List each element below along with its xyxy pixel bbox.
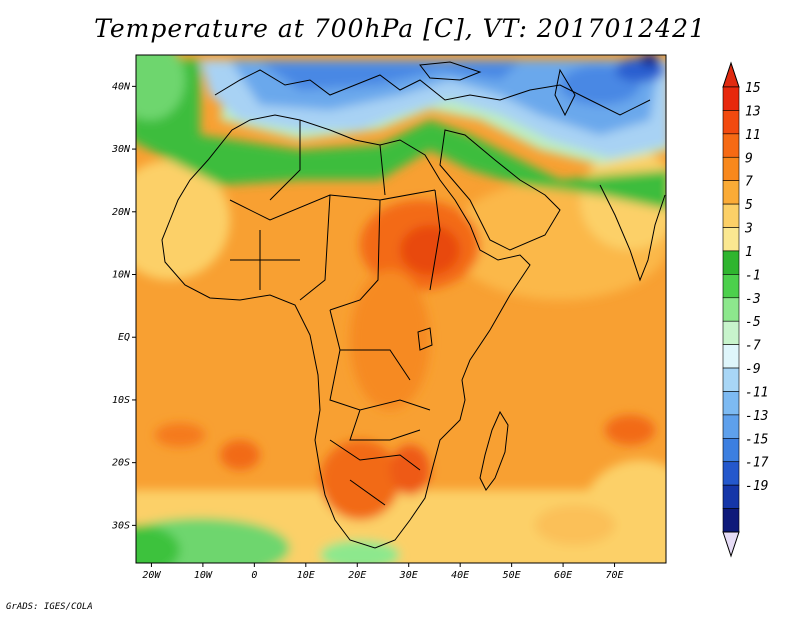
lat-tick-label: 10N xyxy=(112,270,131,281)
colorbar-swatch xyxy=(722,367,740,392)
lon-tick-label: 70E xyxy=(606,570,624,581)
colorbar-label: -19 xyxy=(745,479,768,494)
colorbar-label: -9 xyxy=(745,362,761,377)
colorbar-label: -1 xyxy=(745,268,761,283)
colorbar-label: -15 xyxy=(745,432,769,447)
colorbar-label: -17 xyxy=(745,456,769,471)
lon-tick-label: 50E xyxy=(503,570,521,581)
colorbar: 15 13 11 9 7 5 3 1 -1 -3 -5 -7 -9 -11 -13 -15 -17 -19 xyxy=(722,61,769,558)
lon-tick-label: 0 xyxy=(251,570,257,581)
colorbar-swatch xyxy=(722,110,740,135)
colorbar-swatch xyxy=(722,320,740,345)
lon-tick-label: 20W xyxy=(142,570,161,581)
colorbar-swatch xyxy=(722,133,740,158)
colorbar-swatch xyxy=(722,180,740,205)
footer-credit: GrADS: IGES/COLA xyxy=(6,602,93,612)
colorbar-over-triangle xyxy=(722,61,740,88)
colorbar-label: 1 xyxy=(745,245,753,260)
colorbar-swatch xyxy=(722,391,740,416)
map-frame xyxy=(135,54,667,564)
lat-tick-label: EQ xyxy=(118,332,130,343)
map-title: Temperature at 700hPa [C], VT: 201701242… xyxy=(94,14,706,43)
colorbar-swatch xyxy=(722,274,740,299)
colorbar-label: -7 xyxy=(745,339,761,354)
colorbar-swatch xyxy=(722,297,740,322)
lat-tick-label: 30S xyxy=(111,520,130,531)
lat-tick-label: 20S xyxy=(112,458,130,469)
colorbar-swatch xyxy=(722,461,740,486)
colorbar-label: -11 xyxy=(745,385,768,400)
lat-tick-label: 30N xyxy=(111,144,131,155)
colorbar-label: 15 xyxy=(745,81,761,96)
axis-ticks: 20W 10W 0 10E 20E 30E 40E 50E 60E 70E 40N 30N 20N 10N… xyxy=(111,81,624,581)
colorbar-swatch xyxy=(722,484,740,509)
colorbar-label: 5 xyxy=(745,198,753,213)
coastlines xyxy=(161,61,666,549)
temperature-field xyxy=(136,55,666,563)
colorbar-swatch xyxy=(722,227,740,252)
lon-tick-label: 60E xyxy=(554,570,572,581)
lat-tick-label: 40N xyxy=(112,81,131,92)
colorbar-swatch xyxy=(722,414,740,439)
colorbar-label: -3 xyxy=(745,292,761,307)
colorbar-swatch xyxy=(722,203,740,228)
colorbar-swatch xyxy=(722,156,740,181)
lon-tick-label: 20E xyxy=(348,570,366,581)
colorbar-swatch xyxy=(722,344,740,369)
lon-tick-label: 40E xyxy=(451,570,469,581)
lat-tick-label: 20N xyxy=(112,207,131,218)
colorbar-swatch xyxy=(722,86,740,111)
lon-tick-label: 10E xyxy=(297,570,315,581)
lat-tick-label: 10S xyxy=(112,395,130,406)
colorbar-swatch xyxy=(722,438,740,463)
colorbar-label: -13 xyxy=(745,409,768,424)
colorbar-swatch xyxy=(722,508,740,533)
lon-tick-label: 30E xyxy=(399,570,418,581)
colorbar-label: -5 xyxy=(745,315,761,330)
colorbar-swatch xyxy=(722,250,740,275)
colorbar-label: 3 xyxy=(744,222,753,237)
colorbar-label: 9 xyxy=(745,151,753,166)
colorbar-label: 13 xyxy=(745,104,761,119)
colorbar-label: 7 xyxy=(745,175,753,190)
colorbar-label: 11 xyxy=(745,128,761,143)
lon-tick-label: 10W xyxy=(194,570,213,581)
colorbar-under-triangle xyxy=(722,531,740,558)
